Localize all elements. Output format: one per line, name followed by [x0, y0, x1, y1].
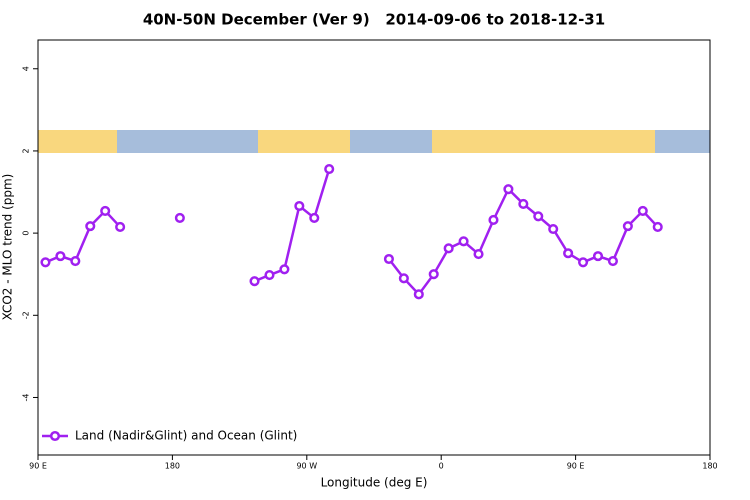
y-tick-label: 2 — [22, 148, 31, 153]
x-tick-label: 90 W — [296, 462, 317, 471]
data-point — [652, 221, 663, 233]
plot-frame — [37, 39, 711, 456]
data-point — [428, 269, 439, 280]
data-point — [622, 221, 633, 232]
x-tick-label: 180 — [702, 462, 717, 471]
data-point — [55, 251, 66, 262]
data-point — [607, 256, 618, 267]
data-point — [592, 251, 604, 262]
x-axis-label: Longitude (deg E) — [321, 476, 428, 490]
data-point — [100, 205, 111, 216]
data-point — [413, 289, 424, 300]
data-point — [518, 198, 529, 209]
data-point — [40, 257, 51, 268]
data-point — [309, 212, 320, 223]
legend-label: Land (Nadir&Glint) and Ocean (Glint) — [75, 429, 297, 443]
data-point — [578, 257, 589, 268]
x-tick-label: 180 — [165, 462, 180, 471]
data-point — [563, 248, 574, 259]
y-axis-label: XCO2 - MLO trend (ppm) — [1, 174, 15, 321]
data-point — [398, 273, 409, 284]
x-tick-label: 90 E — [29, 462, 47, 471]
legend-marker — [49, 430, 61, 442]
x-tick-label: 0 — [439, 462, 444, 471]
y-tick-label: -2 — [22, 311, 31, 319]
y-tick-label: 4 — [22, 66, 31, 71]
data-point — [264, 269, 275, 281]
data-point — [174, 212, 185, 223]
x-tick-label: 90 E — [567, 462, 585, 471]
y-tick-label: -4 — [22, 393, 31, 401]
data-point — [473, 249, 484, 260]
data-point — [488, 214, 499, 226]
data-point — [443, 243, 454, 254]
data-point — [115, 221, 126, 233]
y-tick-label: 0 — [22, 231, 31, 236]
data-point — [324, 163, 335, 175]
data-point — [85, 221, 96, 232]
series-line — [44, 168, 659, 297]
data-point — [458, 236, 469, 247]
data-point — [533, 211, 544, 222]
data-point — [70, 256, 81, 267]
data-point — [249, 276, 260, 287]
data-point — [637, 205, 648, 216]
map-band — [38, 130, 710, 153]
data-point — [294, 200, 305, 212]
chart-title: 40N-50N December (Ver 9) 2014-09-06 to 2… — [143, 11, 605, 29]
data-point — [279, 264, 290, 275]
data-point — [503, 184, 514, 195]
data-point — [548, 223, 559, 235]
data-point — [383, 253, 394, 265]
